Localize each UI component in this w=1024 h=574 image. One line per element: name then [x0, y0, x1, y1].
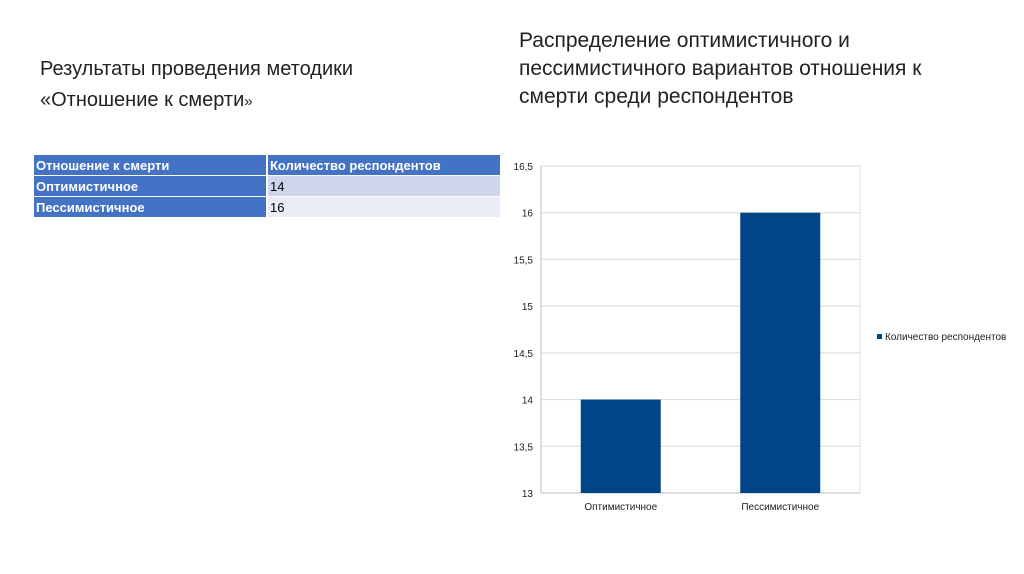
table-cell: Оптимистичное [34, 176, 266, 196]
table-cell: Пессимистичное [34, 197, 266, 217]
left-title-line2: «Отношение к смерти» [40, 85, 353, 117]
y-tick-label: 15,5 [514, 255, 534, 266]
legend-label: Количество респондентов [885, 332, 1006, 343]
table-header: Количество респондентов [268, 155, 500, 175]
y-tick-label: 14,5 [514, 349, 534, 360]
y-tick-label: 14 [522, 396, 534, 407]
y-tick-label: 13,5 [514, 442, 534, 453]
table-row: Пессимистичное 16 [34, 197, 500, 217]
table-cell: 14 [268, 176, 500, 196]
y-tick-label: 16,5 [514, 162, 534, 173]
y-tick-label: 16 [522, 209, 534, 220]
bar [740, 212, 821, 493]
chart-title: Распределение оптимистичного и пессимист… [519, 29, 922, 108]
table-header-row: Отношение к смерти Количество респондент… [34, 155, 500, 175]
left-title-line2-text: «Отношение к смерти [40, 89, 245, 111]
results-table: Отношение к смерти Количество респондент… [32, 154, 502, 218]
left-title: Результаты проведения методики «Отношени… [40, 54, 353, 117]
legend-swatch [877, 334, 882, 339]
left-title-line1: Результаты проведения методики [40, 58, 354, 80]
bar [580, 399, 661, 493]
x-tick-label: Оптимистичное [584, 502, 657, 513]
x-tick-label: Пессимистичное [741, 502, 819, 513]
table-row: Оптимистичное 14 [34, 176, 500, 196]
table-header: Отношение к смерти [34, 155, 266, 175]
y-tick-label: 15 [522, 302, 534, 313]
left-title-quote: » [244, 93, 253, 110]
table-cell: 16 [268, 197, 500, 217]
y-tick-label: 13 [522, 489, 534, 500]
